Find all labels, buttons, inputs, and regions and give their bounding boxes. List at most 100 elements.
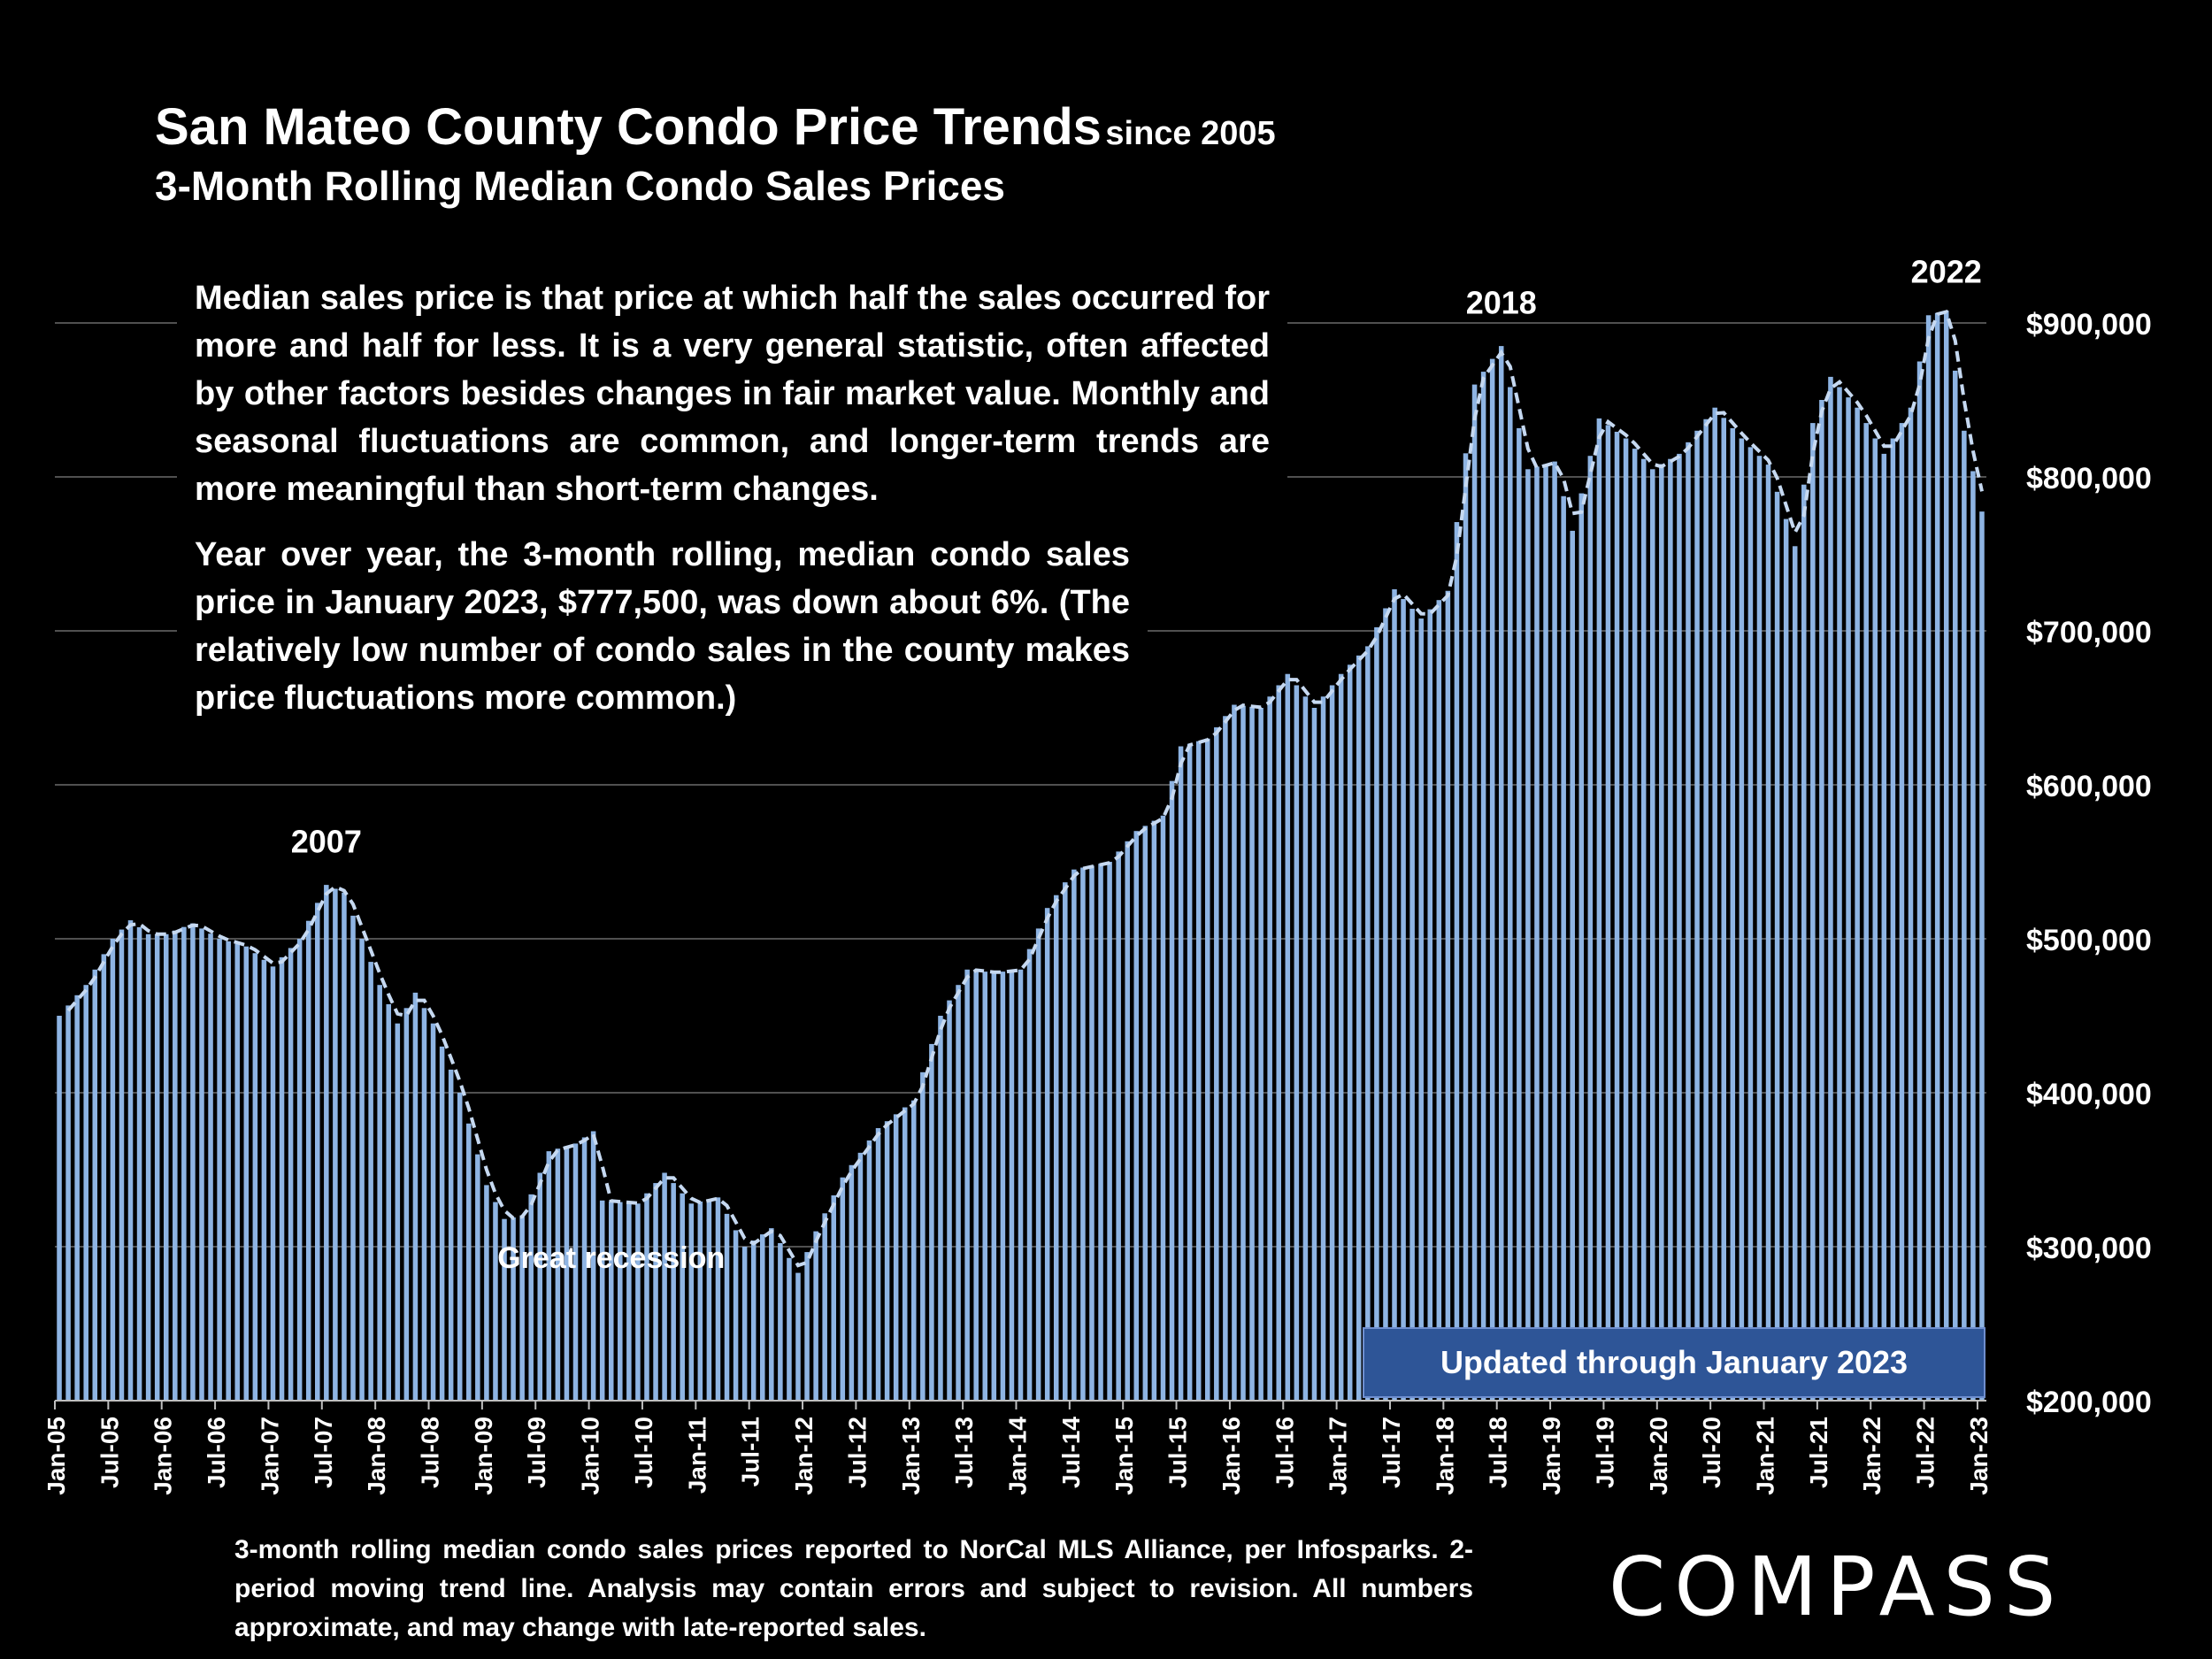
bar (324, 885, 329, 1401)
bar (199, 928, 204, 1401)
x-tick-label: Jan-11 (683, 1417, 710, 1494)
bar (635, 1203, 641, 1401)
bar (608, 1201, 614, 1401)
bar (127, 920, 134, 1401)
x-tick-label: Jan-05 (42, 1417, 70, 1495)
bar (1828, 376, 1833, 1401)
bar (804, 1252, 810, 1401)
x-tick-label: Jan-14 (1003, 1417, 1031, 1495)
bar (377, 985, 382, 1401)
bar (537, 1172, 543, 1401)
x-tick-label: Jul-06 (203, 1417, 230, 1488)
bar (1294, 685, 1300, 1401)
bar (110, 939, 116, 1401)
bar (572, 1143, 579, 1401)
bar (1240, 705, 1246, 1401)
bar (1925, 315, 1932, 1401)
bar (849, 1164, 855, 1401)
bar (1204, 738, 1210, 1401)
bar (1133, 831, 1140, 1401)
x-tick-label: Jul-16 (1271, 1417, 1298, 1488)
bar (1401, 599, 1406, 1401)
bar (1454, 522, 1460, 1401)
bar (947, 1000, 952, 1401)
x-tick-label: Jan-07 (256, 1417, 283, 1495)
bar (154, 933, 160, 1401)
bar (1383, 608, 1388, 1401)
bar (502, 1218, 507, 1401)
x-tick-label: Jan-06 (150, 1417, 177, 1495)
bar (1881, 453, 1887, 1401)
bar (1347, 664, 1353, 1401)
bar (368, 962, 373, 1401)
bar (1471, 384, 1478, 1402)
bar (65, 1005, 71, 1401)
bar (234, 943, 240, 1401)
bar (938, 1016, 943, 1401)
x-tick-label: Jan-12 (790, 1417, 818, 1495)
bar (671, 1183, 676, 1401)
bar (261, 959, 267, 1401)
annotation-label: 2022 (1911, 254, 1982, 290)
bar (350, 915, 356, 1401)
bar (1392, 589, 1397, 1401)
bar (1908, 407, 1914, 1402)
bar (1587, 456, 1594, 1401)
bar (1756, 456, 1763, 1401)
bar (787, 1257, 792, 1401)
x-tick-label: Jul-12 (843, 1417, 871, 1488)
chart-title-suffix: since 2005 (1105, 115, 1276, 152)
y-tick-label: $400,000 (2026, 1078, 2152, 1111)
bar (1792, 546, 1798, 1401)
bar (902, 1107, 908, 1401)
bar (1178, 746, 1184, 1401)
bar (1694, 430, 1700, 1401)
bar (1009, 970, 1015, 1401)
bar (1846, 397, 1851, 1402)
bar (1730, 427, 1736, 1401)
bar (1774, 491, 1780, 1401)
bar (866, 1140, 872, 1401)
bar (395, 1023, 401, 1401)
bar (181, 926, 187, 1401)
bar (1801, 484, 1807, 1402)
bar (1614, 431, 1620, 1402)
bar (92, 969, 98, 1401)
compass-logo: COMPASS (1609, 1540, 2065, 1634)
bar (1517, 427, 1522, 1401)
bar (1863, 423, 1869, 1402)
bar (484, 1185, 489, 1401)
y-tick-label: $700,000 (2026, 616, 2152, 649)
bar (1508, 387, 1513, 1401)
bar (822, 1213, 827, 1401)
bar (1035, 928, 1041, 1401)
bar (733, 1230, 739, 1401)
bar (412, 992, 419, 1401)
x-tick-label: Jan-09 (470, 1417, 497, 1495)
bar (599, 1200, 605, 1401)
bar (1232, 704, 1237, 1401)
bar (1640, 458, 1647, 1402)
bar (920, 1071, 926, 1401)
bar (315, 902, 320, 1401)
bar (1089, 865, 1094, 1401)
bar (1525, 469, 1531, 1401)
bar (296, 939, 303, 1401)
x-tick-label: Jul-14 (1057, 1417, 1085, 1488)
bar (1311, 708, 1317, 1401)
x-tick-label: Jul-19 (1591, 1417, 1618, 1488)
bar (1018, 969, 1024, 1401)
bar (217, 939, 222, 1401)
bar (1026, 949, 1033, 1401)
x-tick-label: Jan-16 (1217, 1417, 1245, 1495)
bar (448, 1069, 454, 1401)
x-tick-label: Jul-17 (1378, 1417, 1405, 1488)
x-tick-label: Jan-19 (1538, 1417, 1565, 1495)
x-tick-label: Jul-22 (1912, 1417, 1939, 1488)
y-tick-label: $500,000 (2026, 924, 2152, 957)
bar (1953, 370, 1958, 1402)
x-tick-label: Jan-08 (363, 1417, 390, 1495)
annotation-label: Great recession (497, 1241, 725, 1275)
bar (564, 1146, 570, 1401)
bar (342, 892, 347, 1401)
